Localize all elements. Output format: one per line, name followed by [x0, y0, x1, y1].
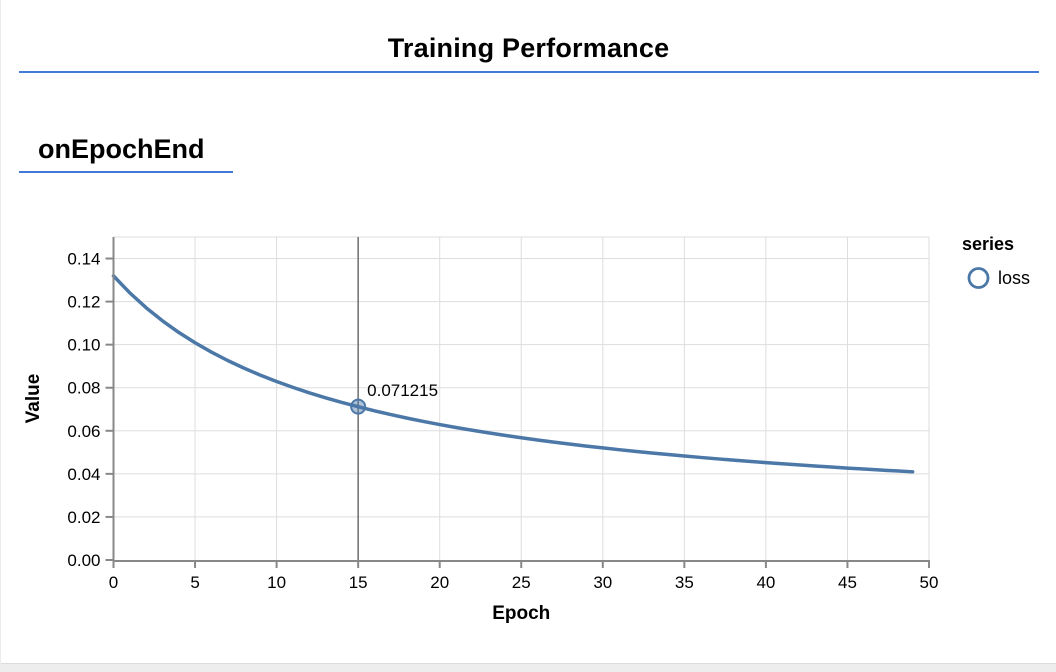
x-tick-label: 40 — [756, 573, 775, 592]
section-divider — [19, 171, 233, 173]
grid-lines — [113, 236, 930, 560]
y-tick-label: 0.14 — [67, 250, 100, 269]
x-tick-label: 15 — [349, 573, 368, 592]
y-tick-label: 0.04 — [67, 465, 100, 484]
loss-line — [111, 274, 915, 474]
plot-hover-area[interactable] — [114, 237, 930, 560]
page-title: Training Performance — [387, 33, 670, 63]
x-tick-label: 5 — [190, 573, 199, 592]
legend: series loss — [962, 234, 1030, 289]
y-tick-label: 0.08 — [67, 379, 100, 398]
x-tick-label: 30 — [593, 573, 612, 592]
legend-entry-label: loss — [998, 268, 1030, 288]
x-tick-label: 45 — [838, 573, 857, 592]
highlight-point — [350, 398, 367, 415]
legend-symbol-circle-icon — [967, 267, 990, 289]
y-tick-label: 0.12 — [67, 293, 100, 312]
x-tick-label: 10 — [267, 573, 286, 592]
training-loss-chart[interactable]: 0.071215 0 5 10 15 20 25 30 35 40 45 50 0.00 0.02 0.04… — [1, 220, 1056, 652]
x-tick-label: 20 — [430, 573, 449, 592]
tooltip-value: 0.071215 — [367, 381, 438, 400]
y-axis-title: Value — [23, 374, 44, 424]
y-tick-label: 0.10 — [67, 336, 100, 355]
x-tick-label: 25 — [512, 573, 531, 592]
next-surface-edge — [1, 663, 1056, 672]
y-tick-label: 0.00 — [67, 551, 100, 570]
x-axis-title: Epoch — [492, 603, 550, 624]
header-divider — [19, 71, 1039, 73]
x-tick-label: 0 — [109, 573, 118, 592]
axes: 0 5 10 15 20 25 30 35 40 45 50 0.00 0.02 0.04 0.06 0.08… — [67, 237, 938, 592]
legend-title: series — [962, 234, 1014, 254]
section-title: onEpochEnd — [38, 134, 205, 164]
y-tick-label: 0.02 — [67, 508, 100, 527]
x-tick-label: 35 — [675, 573, 694, 592]
y-tick-label: 0.06 — [67, 422, 100, 441]
x-tick-label: 50 — [920, 573, 939, 592]
